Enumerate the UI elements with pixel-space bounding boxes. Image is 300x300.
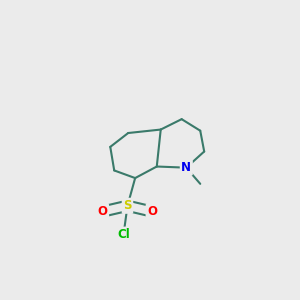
Text: Cl: Cl — [117, 228, 130, 241]
Text: O: O — [98, 205, 108, 218]
Text: S: S — [123, 199, 132, 212]
Text: O: O — [147, 205, 157, 218]
Text: N: N — [181, 161, 191, 174]
